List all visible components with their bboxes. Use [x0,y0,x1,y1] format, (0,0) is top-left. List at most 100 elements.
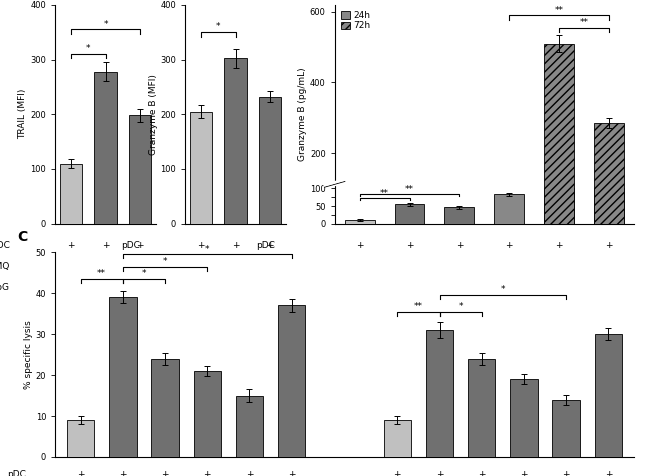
Bar [510,379,538,457]
Bar [67,420,94,457]
Text: +: + [136,241,144,250]
Bar [344,220,374,224]
Bar [190,111,213,224]
Text: *: * [205,245,209,254]
Text: -: - [200,283,203,292]
Bar [384,420,411,457]
Bar [594,188,624,224]
Text: *: * [142,269,146,278]
Text: IMQ: IMQ [0,262,10,271]
Text: +: + [136,283,144,292]
Text: +: + [266,241,274,250]
Text: -: - [508,283,511,292]
Text: **: ** [414,302,423,311]
Text: +: + [393,470,401,476]
Text: +: + [203,470,211,476]
Bar [236,396,263,457]
Text: +: + [456,283,463,292]
Text: CpG: CpG [121,283,140,292]
Bar [494,194,524,224]
Text: C: C [18,230,28,244]
Text: +: + [555,241,563,250]
Text: +: + [406,241,413,250]
Text: +: + [605,283,612,292]
Text: +: + [246,470,254,476]
Text: *: * [500,286,505,295]
Text: **: ** [554,6,564,14]
Bar [94,71,117,224]
Text: +: + [605,241,612,250]
Text: +: + [555,262,563,271]
Text: **: ** [405,185,414,194]
Text: IMQ: IMQ [257,262,275,271]
Bar [129,115,151,224]
Text: +: + [506,241,513,250]
Text: -: - [358,262,361,271]
Text: -: - [268,262,272,271]
Text: +: + [102,241,109,250]
Y-axis label: TRAIL (MFI): TRAIL (MFI) [19,89,27,139]
Text: +: + [562,470,570,476]
Text: +: + [456,241,463,250]
Text: *: * [103,20,108,29]
Text: +: + [266,283,274,292]
Text: +: + [68,241,75,250]
Bar [259,97,281,224]
Text: +: + [119,470,127,476]
Text: *: * [162,257,167,266]
Bar [224,59,247,224]
Bar [395,204,424,224]
Text: +: + [436,470,443,476]
Bar [544,44,574,224]
Y-axis label: % specific lysis: % specific lysis [24,320,32,389]
Text: -: - [558,283,561,292]
Text: **: ** [579,18,588,27]
Text: -: - [200,262,203,271]
Text: +: + [356,241,363,250]
Y-axis label: Granzyme B (MFI): Granzyme B (MFI) [149,74,157,155]
Text: **: ** [98,269,106,278]
Text: +: + [77,470,85,476]
Text: *: * [86,44,90,53]
Text: +: + [604,470,612,476]
Bar [544,188,574,224]
Text: +: + [161,470,169,476]
Bar [594,123,624,224]
Text: +: + [288,470,296,476]
Text: *: * [216,22,220,31]
Text: +: + [232,262,239,271]
Text: CpG: CpG [256,283,275,292]
Text: -: - [70,262,73,271]
Bar [552,400,580,457]
Text: +: + [406,262,413,271]
Text: +: + [198,241,205,250]
Text: *: * [458,302,463,311]
Bar [445,207,474,224]
Bar [60,163,83,224]
Bar [468,359,495,457]
Text: -: - [104,283,107,292]
Text: -: - [138,262,142,271]
Bar [426,330,453,457]
Text: pDC: pDC [121,241,140,250]
Text: -: - [508,262,511,271]
Text: pDC: pDC [256,241,275,250]
Text: +: + [478,470,486,476]
Text: **: ** [380,189,389,198]
Text: -: - [408,283,411,292]
Text: -: - [70,283,73,292]
Text: IMQ: IMQ [123,262,140,271]
Text: pDC: pDC [0,241,10,250]
Text: pDC: pDC [7,470,27,476]
Text: -: - [234,283,237,292]
Legend: 24h, 72h: 24h, 72h [339,9,372,32]
Text: -: - [607,262,610,271]
Bar [109,298,136,457]
Bar [194,371,221,457]
Text: +: + [520,470,528,476]
Text: -: - [458,262,461,271]
Y-axis label: Granzyme B (pg/mL): Granzyme B (pg/mL) [298,68,307,161]
Bar [595,334,622,457]
Text: CpG: CpG [0,283,10,292]
Bar [278,306,306,457]
